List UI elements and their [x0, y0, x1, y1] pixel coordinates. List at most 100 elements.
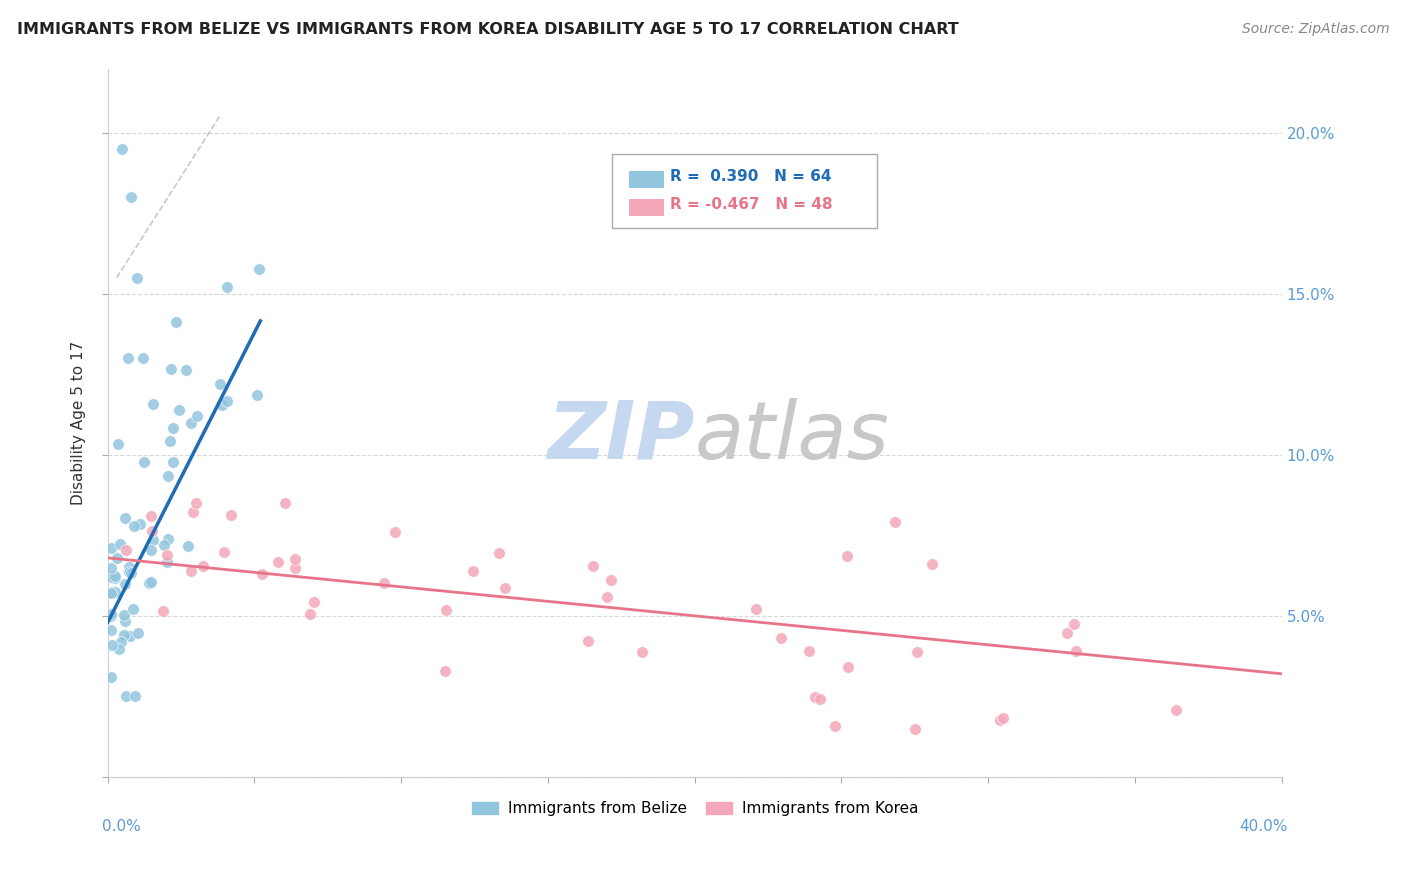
Text: IMMIGRANTS FROM BELIZE VS IMMIGRANTS FROM KOREA DISABILITY AGE 5 TO 17 CORRELATI: IMMIGRANTS FROM BELIZE VS IMMIGRANTS FRO…: [17, 22, 959, 37]
Point: [134, 455, 156, 469]
Point: [284, 561, 307, 575]
Point: [799, 644, 821, 658]
Point: [118, 566, 141, 580]
Point: [115, 690, 138, 704]
Point: [139, 575, 162, 590]
Point: [599, 574, 621, 588]
Point: [177, 539, 200, 553]
Point: [117, 560, 139, 574]
Point: [631, 645, 654, 659]
Point: [156, 548, 179, 562]
Point: [808, 691, 831, 706]
Point: [162, 455, 184, 469]
FancyBboxPatch shape: [628, 170, 664, 187]
Point: [141, 524, 163, 538]
Point: [114, 577, 136, 591]
Point: [176, 363, 198, 377]
Point: [122, 519, 145, 533]
Point: [578, 633, 600, 648]
Point: [167, 402, 190, 417]
Point: [132, 351, 155, 366]
FancyBboxPatch shape: [628, 199, 664, 216]
Point: [803, 690, 825, 704]
Point: [156, 555, 179, 569]
Point: [104, 585, 127, 599]
Point: [105, 551, 128, 566]
Point: [1164, 703, 1187, 717]
Point: [835, 549, 858, 564]
Point: [117, 351, 139, 366]
Point: [112, 608, 135, 623]
Y-axis label: Disability Age 5 to 17: Disability Age 5 to 17: [72, 341, 86, 505]
Point: [488, 546, 510, 560]
Point: [252, 566, 274, 581]
Point: [494, 581, 516, 595]
Point: [884, 516, 907, 530]
Point: [186, 409, 208, 423]
Point: [1064, 643, 1087, 657]
Point: [745, 602, 768, 616]
Point: [824, 719, 846, 733]
Point: [153, 538, 176, 552]
Point: [107, 437, 129, 451]
Text: 40.0%: 40.0%: [1239, 819, 1288, 834]
Point: [274, 496, 297, 510]
Point: [246, 388, 269, 402]
Text: R =  0.390   N = 64: R = 0.390 N = 64: [671, 169, 831, 184]
Point: [993, 711, 1015, 725]
Point: [247, 262, 270, 277]
Text: R = -0.467   N = 48: R = -0.467 N = 48: [671, 197, 832, 212]
Text: ZIP: ZIP: [547, 398, 695, 475]
Point: [219, 508, 242, 522]
Point: [111, 142, 134, 156]
Point: [159, 434, 181, 449]
Point: [112, 628, 135, 642]
Point: [905, 645, 928, 659]
Point: [180, 565, 202, 579]
Point: [100, 584, 122, 599]
Point: [124, 690, 146, 704]
Point: [211, 398, 233, 412]
Point: [186, 496, 208, 510]
Point: [114, 614, 136, 628]
Point: [461, 564, 484, 578]
Point: [139, 543, 162, 558]
Point: [128, 516, 150, 531]
Point: [433, 664, 456, 678]
Point: [115, 542, 138, 557]
Text: 0.0%: 0.0%: [101, 819, 141, 834]
Point: [1056, 626, 1078, 640]
Point: [434, 603, 457, 617]
Point: [127, 270, 149, 285]
Point: [108, 641, 131, 656]
Point: [267, 555, 290, 569]
Point: [100, 623, 122, 637]
Point: [988, 713, 1011, 727]
Point: [299, 607, 322, 622]
Point: [596, 590, 619, 604]
Point: [121, 602, 143, 616]
Point: [114, 511, 136, 525]
Point: [141, 508, 163, 523]
Point: [384, 525, 406, 540]
Point: [100, 670, 122, 684]
Point: [100, 607, 122, 621]
Point: [100, 570, 122, 584]
Point: [769, 631, 792, 645]
Point: [160, 362, 183, 376]
Point: [110, 634, 132, 648]
FancyBboxPatch shape: [613, 153, 876, 227]
Point: [120, 190, 142, 204]
Point: [180, 417, 202, 431]
Point: [104, 571, 127, 585]
Point: [142, 397, 165, 411]
Point: [152, 604, 174, 618]
Point: [142, 533, 165, 548]
Point: [181, 505, 204, 519]
Point: [217, 394, 239, 409]
Point: [1063, 616, 1085, 631]
Point: [138, 575, 160, 590]
Point: [284, 552, 307, 566]
Point: [212, 544, 235, 558]
Point: [100, 586, 122, 600]
